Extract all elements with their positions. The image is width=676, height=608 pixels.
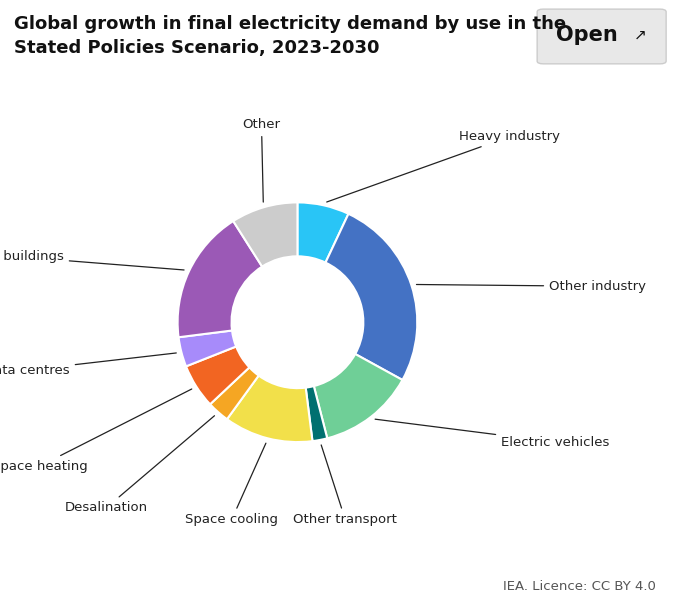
Text: ↗: ↗ <box>634 28 647 43</box>
Text: Space cooling: Space cooling <box>185 443 278 527</box>
Wedge shape <box>178 221 262 337</box>
Wedge shape <box>297 202 348 263</box>
Wedge shape <box>233 202 297 266</box>
Text: Electric vehicles: Electric vehicles <box>375 419 610 449</box>
Text: Data centres: Data centres <box>0 353 176 377</box>
Text: Other buildings: Other buildings <box>0 250 184 270</box>
Text: Other industry: Other industry <box>416 280 646 293</box>
Text: Other transport: Other transport <box>293 445 397 527</box>
FancyBboxPatch shape <box>537 9 666 64</box>
Wedge shape <box>326 214 417 380</box>
Wedge shape <box>306 386 327 441</box>
Text: Heavy industry: Heavy industry <box>327 130 560 202</box>
Wedge shape <box>178 331 236 367</box>
Text: Global growth in final electricity demand by use in the
Stated Policies Scenario: Global growth in final electricity deman… <box>14 15 566 57</box>
Text: Space heating: Space heating <box>0 389 192 472</box>
Text: IEA. Licence: CC BY 4.0: IEA. Licence: CC BY 4.0 <box>503 580 656 593</box>
Wedge shape <box>227 376 312 442</box>
Wedge shape <box>186 347 249 404</box>
Text: Desalination: Desalination <box>64 416 214 514</box>
Text: Open: Open <box>556 26 618 46</box>
Wedge shape <box>210 367 259 419</box>
Text: Other: Other <box>243 118 281 202</box>
Wedge shape <box>314 354 402 438</box>
